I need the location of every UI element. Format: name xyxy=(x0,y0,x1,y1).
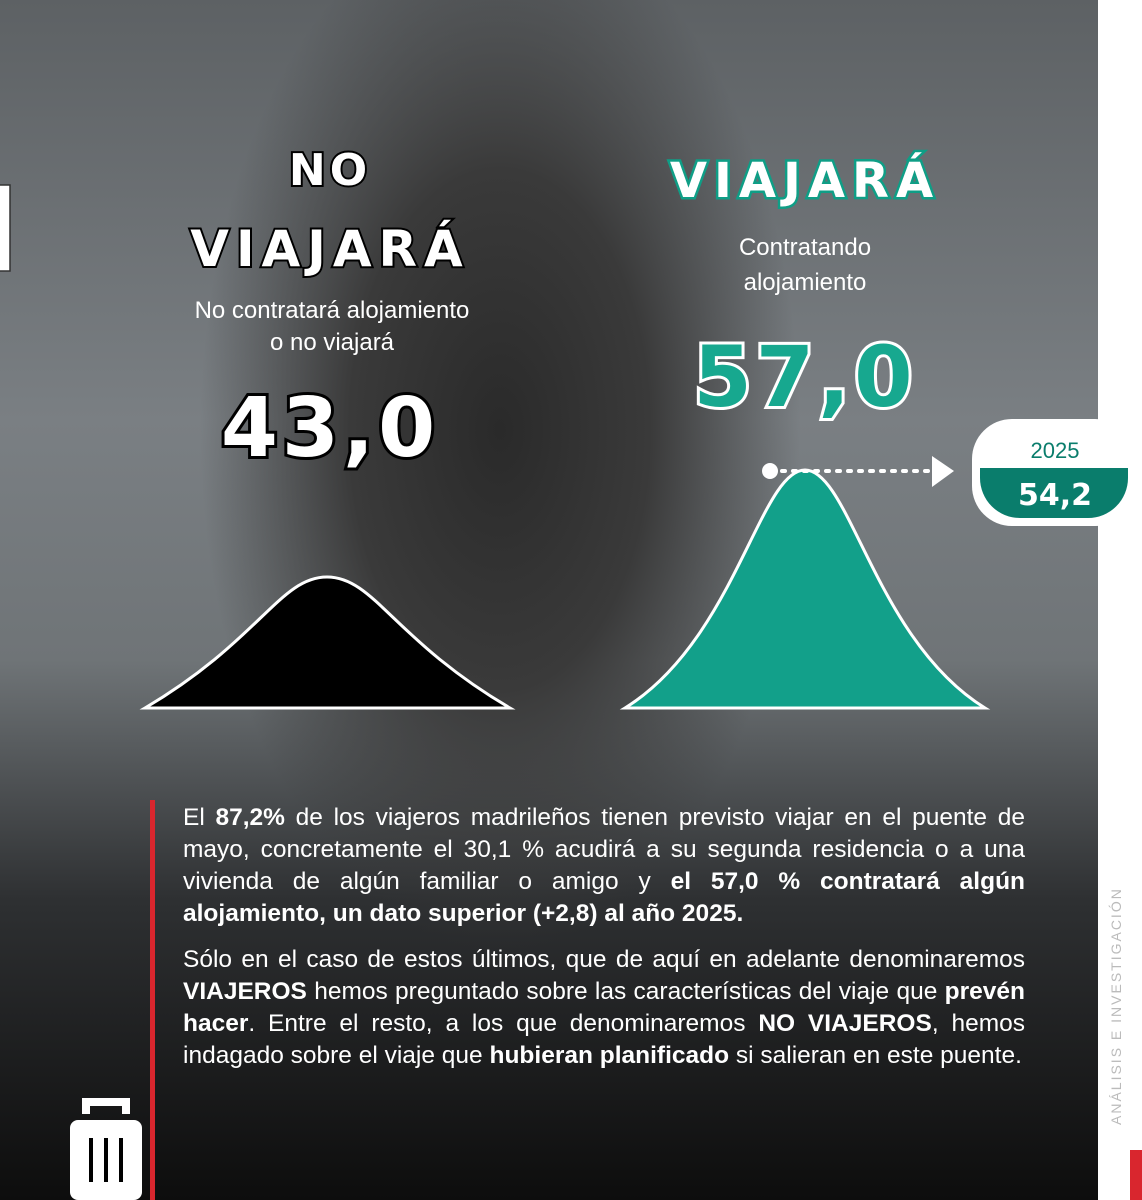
text-run: El xyxy=(183,804,215,831)
left-subtitle: o no viajará xyxy=(270,329,395,356)
paragraph: El 87,2% de los viajeros madrileños tien… xyxy=(183,802,1025,930)
text-run: hemos preguntado sobre las característic… xyxy=(307,978,945,1005)
side-marker xyxy=(1130,1150,1142,1200)
right-subtitle: alojamiento xyxy=(744,269,867,296)
accent-bar xyxy=(150,800,155,1200)
badge-value: 54,2 xyxy=(1018,478,1092,513)
left-subtitle: No contratará alojamiento xyxy=(195,297,470,324)
right-title: VIAJARÁ xyxy=(670,152,940,209)
bold-run: NO VIAJEROS xyxy=(758,1010,932,1037)
right-value: 57,0 xyxy=(693,328,916,426)
left-title: NO xyxy=(289,145,371,196)
text-run: si salieran en este puente. xyxy=(729,1042,1022,1069)
side-label: ANÁLISIS E INVESTIGACIÓN xyxy=(1108,887,1124,1125)
left-value: 43,0 xyxy=(221,381,439,476)
arrow-dot xyxy=(762,463,778,479)
bold-run: hubieran planificado xyxy=(489,1042,729,1069)
bell-curve xyxy=(625,470,985,708)
edge-box xyxy=(0,185,10,271)
right-subtitle: Contratando xyxy=(739,234,871,261)
bold-run: VIAJEROS xyxy=(183,978,307,1005)
left-title: VIAJARÁ xyxy=(190,219,470,278)
bell-curve xyxy=(145,577,510,708)
text-run: Sólo en el caso de estos últimos, que de… xyxy=(183,946,1025,973)
body-text: El 87,2% de los viajeros madrileños tien… xyxy=(183,802,1025,1086)
text-run: . Entre el resto, a los que denominaremo… xyxy=(248,1010,758,1037)
badge-year: 2025 xyxy=(1031,438,1080,463)
page: NO VIAJARÁ No contratará alojamiento o n… xyxy=(0,0,1142,1200)
bold-run: 87,2% xyxy=(215,804,284,831)
paragraph: Sólo en el caso de estos últimos, que de… xyxy=(183,944,1025,1072)
arrow-head xyxy=(932,456,954,487)
